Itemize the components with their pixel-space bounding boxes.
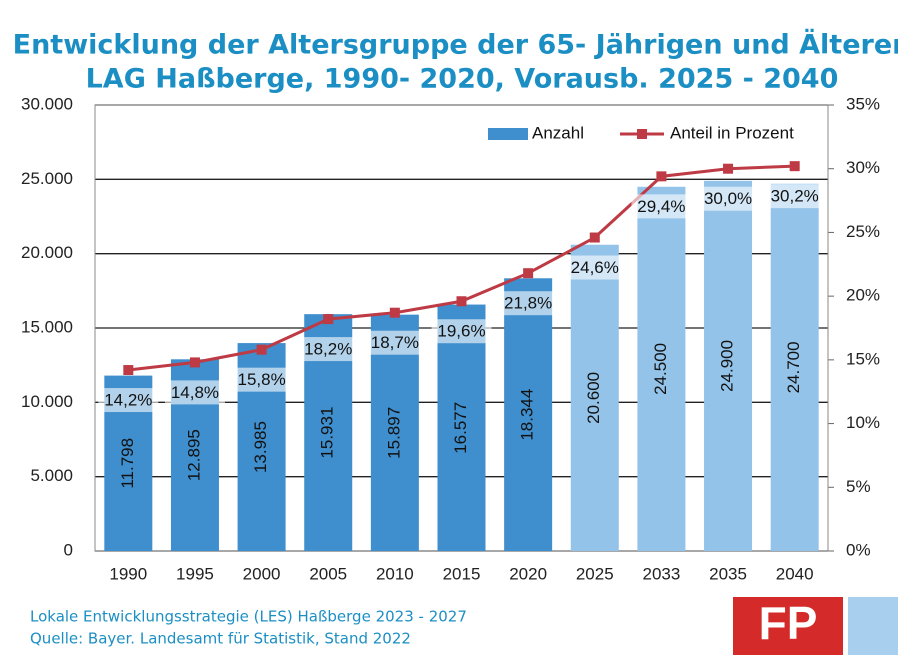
legend-marker	[637, 129, 647, 139]
bar-value-label: 16.577	[451, 402, 470, 454]
marker	[256, 344, 267, 355]
y2-tick-label: 20%	[846, 286, 880, 305]
chart-title: LAG Haßberge, 1990- 2020, Vorausb. 2025 …	[86, 64, 839, 95]
label-bg	[698, 186, 759, 211]
label-bg	[564, 255, 625, 280]
line-value-label: 14,2%	[104, 391, 152, 410]
bar-value-label: 12.895	[184, 429, 203, 481]
x-tick-label: 2035	[709, 564, 747, 583]
x-tick-label: 2000	[243, 564, 281, 583]
x-tick-label: 2020	[509, 564, 547, 583]
y-tick-label: 10.000	[21, 392, 73, 411]
line-value-label: 19,6%	[437, 322, 485, 341]
y2-tick-label: 30%	[846, 158, 880, 177]
label-bg	[498, 291, 559, 316]
line-value-label: 18,7%	[371, 333, 419, 352]
x-tick-label: 1995	[176, 564, 214, 583]
y-tick-label: 5.000	[30, 466, 73, 485]
x-tick-label: 2010	[376, 564, 414, 583]
bar	[504, 278, 553, 551]
bar-value-label: 15.931	[318, 407, 337, 459]
line-value-label: 15,8%	[237, 370, 285, 389]
bar-value-label: 11.798	[118, 438, 137, 489]
marker	[123, 365, 134, 376]
marker	[523, 268, 534, 279]
bar-value-label: 24.500	[651, 343, 670, 395]
y2-tick-label: 35%	[846, 94, 880, 113]
y-tick-label: 0	[64, 540, 73, 559]
bar	[570, 244, 619, 551]
legend-label: Anzahl	[532, 123, 584, 142]
line-value-label: 24,6%	[571, 258, 619, 277]
bar-value-label: 20.600	[584, 372, 603, 424]
chart-title: Entwicklung der Altersgruppe der 65- Jäh…	[13, 29, 898, 61]
label-bg	[231, 367, 292, 392]
x-tick-label: 2005	[309, 564, 347, 583]
label-bg	[164, 380, 225, 405]
bar-value-label: 13.985	[251, 421, 270, 473]
x-tick-label: 1990	[109, 564, 147, 583]
marker	[189, 357, 200, 368]
label-bg	[764, 184, 825, 209]
y2-tick-label: 5%	[846, 477, 871, 496]
marker	[389, 307, 400, 318]
label-bg	[431, 319, 492, 344]
marker	[589, 232, 600, 243]
marker	[723, 163, 734, 174]
bar-value-label: 24.700	[784, 341, 803, 393]
marker	[456, 296, 467, 307]
footer: Quelle: Bayer. Landesamt für Statistik, …	[30, 630, 411, 648]
marker	[789, 161, 800, 172]
line-value-label: 30,0%	[704, 189, 752, 208]
label-bg	[631, 194, 692, 219]
bar	[437, 304, 486, 551]
bar-value-label: 15.897	[384, 407, 403, 459]
label-bg	[98, 388, 159, 413]
line-value-label: 21,8%	[504, 294, 552, 313]
x-tick-label: 2040	[776, 564, 814, 583]
logo-box	[848, 597, 898, 655]
marker	[323, 314, 334, 325]
y2-tick-label: 10%	[846, 413, 880, 432]
label-bg	[298, 337, 359, 362]
x-tick-label: 2025	[576, 564, 614, 583]
line-value-label: 29,4%	[637, 197, 685, 216]
y2-tick-label: 15%	[846, 349, 880, 368]
y-tick-label: 30.000	[21, 94, 73, 113]
x-tick-label: 2033	[642, 564, 680, 583]
marker	[656, 171, 667, 182]
logo: FP	[759, 597, 818, 649]
line-value-label: 30,2%	[771, 187, 819, 206]
bar	[770, 183, 819, 551]
label-bg	[364, 330, 425, 355]
bar-value-label: 18.344	[518, 389, 537, 441]
bar	[637, 186, 686, 551]
logo-box	[733, 597, 843, 655]
y-tick-label: 25.000	[21, 169, 73, 188]
legend-label: Anteil in Prozent	[670, 123, 794, 142]
bar-value-label: 24.900	[718, 340, 737, 392]
line-value-label: 14,8%	[171, 383, 219, 402]
x-tick-label: 2015	[443, 564, 481, 583]
line-value-label: 18,2%	[304, 340, 352, 359]
y2-tick-label: 0%	[846, 540, 871, 559]
y-tick-label: 15.000	[21, 317, 73, 336]
bar	[704, 180, 753, 551]
legend-swatch	[488, 128, 528, 140]
y2-tick-label: 25%	[846, 222, 880, 241]
footer: Lokale Entwicklungsstrategie (LES) Haßbe…	[30, 608, 467, 626]
y-tick-label: 20.000	[21, 243, 73, 262]
